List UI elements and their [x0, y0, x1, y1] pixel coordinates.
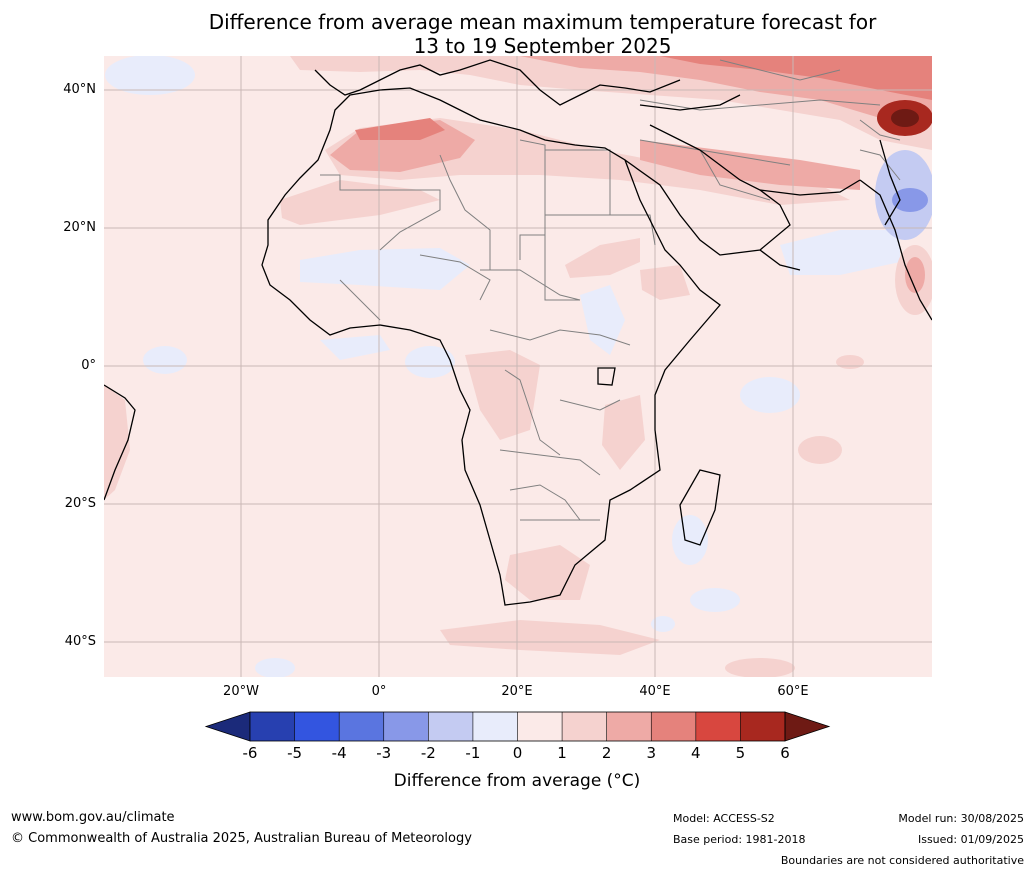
- footer-model: Model: ACCESS-S2: [673, 812, 775, 825]
- coastlines: [104, 59, 932, 606]
- anomaly-region-gabon-cool: [320, 335, 390, 360]
- lat-label-20n: 20°N: [63, 220, 96, 235]
- anomaly-region-algeria-core: [355, 118, 445, 140]
- coastline-india: [859, 179, 932, 321]
- colorbar-tick-label: 4: [691, 744, 701, 762]
- footer-base-period: Base period: 1981-2018: [673, 833, 806, 846]
- anomaly-shading: [104, 56, 932, 677]
- colorbar-cell: [250, 712, 295, 741]
- footer-issued: Issued: 01/09/2025: [917, 833, 1024, 846]
- title-line-2: 13 to 19 September 2025: [413, 34, 672, 58]
- colorbar-cell: [517, 712, 563, 741]
- anomaly-region-north-atlantic-cool: [105, 56, 195, 95]
- anomaly-region-arabia-warm: [640, 140, 860, 190]
- anomaly-region-south-cool-1: [690, 588, 740, 612]
- colorbar: [204, 711, 831, 742]
- coastline-africa: [261, 87, 721, 606]
- anomaly-region-sudan-warm: [565, 238, 640, 278]
- footer-model-run: Model run: 30/08/2025: [898, 812, 1024, 825]
- country-borders: [320, 59, 901, 521]
- map-title: Difference from average mean maximum tem…: [100, 10, 985, 58]
- lat-label-40n: 40°N: [63, 82, 96, 97]
- anomaly-region-indian-ocean-warm: [798, 436, 842, 464]
- footer-disclaimer: Boundaries are not considered authoritat…: [780, 854, 1024, 867]
- lat-label-equator: 0°: [81, 358, 96, 373]
- anomaly-region-pakistan-cold-core: [892, 188, 928, 212]
- anomaly-region-sahel-cool: [300, 248, 470, 290]
- anomaly-region-guinea-cool: [143, 346, 187, 374]
- colorbar-tick-label: -4: [331, 744, 347, 762]
- colorbar-tick-label: 2: [601, 744, 612, 762]
- lon-label-20w: 20°W: [223, 684, 259, 699]
- anomaly-region-west-sahara: [280, 180, 440, 225]
- anomaly-region-east-ocean-warm: [836, 355, 864, 369]
- anomaly-region-congo-warm: [465, 350, 540, 440]
- colorbar-tick-label: 6: [780, 744, 790, 762]
- colorbar-label: Difference from average (°C): [393, 771, 641, 791]
- colorbar-tick-label: 5: [735, 744, 746, 762]
- anomaly-region-south-warm-right: [725, 658, 795, 677]
- lon-label-20e: 20°E: [501, 684, 533, 699]
- colorbar-cell: [383, 712, 429, 741]
- coastline-europe: [314, 59, 681, 106]
- anomaly-region-gulf-cool: [405, 346, 455, 378]
- coastline-south-america: [104, 384, 136, 501]
- colorbar-tick-label: 3: [646, 744, 657, 762]
- anomaly-region-india-warm-core: [905, 257, 925, 293]
- anomaly-region-chad-warm: [640, 265, 690, 300]
- title-line-1: Difference from average mean maximum tem…: [208, 10, 877, 34]
- colorbar-tick-label: -5: [287, 744, 303, 762]
- colorbar-arrow-max: [784, 711, 831, 742]
- anomaly-region-ethiopia-cool: [580, 285, 625, 355]
- colorbar-tick-label: -2: [420, 744, 436, 762]
- anomaly-region-arabian-sea-cool: [780, 230, 900, 275]
- lat-label-20s: 20°S: [64, 496, 96, 511]
- anomaly-region-southern-ocean-warm: [440, 620, 660, 655]
- colorbar-tick-label: -1: [465, 744, 481, 762]
- coastline-arabia: [624, 124, 791, 256]
- lat-label-40s: 40°S: [64, 634, 96, 649]
- colorbar-tick-label: -6: [242, 744, 258, 762]
- anomaly-region-brazil-warm: [104, 385, 130, 500]
- graticule: [104, 56, 932, 677]
- colorbar-cell: [651, 712, 696, 741]
- colorbar-tick-label: -3: [376, 744, 392, 762]
- colorbar-cell: [740, 712, 785, 741]
- colorbar-cell: [562, 712, 607, 741]
- anomaly-region-central-asia-core: [891, 109, 919, 127]
- colorbar-cell: [339, 712, 384, 741]
- anomaly-region-madagascar-cool: [672, 515, 708, 565]
- colorbar-cell: [695, 712, 741, 741]
- lon-label-60e: 60°E: [777, 684, 809, 699]
- footer-copyright: © Commonwealth of Australia 2025, Austra…: [11, 831, 472, 846]
- colorbar-cell: [606, 712, 652, 741]
- colorbar-cell: [472, 712, 518, 741]
- coastline-madagascar: [679, 469, 721, 546]
- colorbar-cell: [294, 712, 340, 741]
- anomaly-region-south-cool-2: [651, 616, 675, 632]
- anomaly-region-south-africa-warm: [505, 545, 590, 600]
- anomaly-region-south-cool-left: [255, 658, 295, 677]
- anomaly-region-indian-ocean-cool: [740, 377, 800, 413]
- lon-label-0: 0°: [371, 684, 387, 699]
- colorbar-tick-label: 0: [512, 744, 523, 762]
- anomaly-region-caucasus-hot: [660, 56, 932, 100]
- footer-website[interactable]: www.bom.gov.au/climate: [11, 810, 175, 825]
- colorbar-arrow-min: [204, 711, 251, 742]
- lon-label-40e: 40°E: [639, 684, 671, 699]
- colorbar-tick-label: 1: [557, 744, 567, 762]
- anomaly-region-zambia-warm: [602, 395, 645, 470]
- colorbar-cell: [428, 712, 473, 741]
